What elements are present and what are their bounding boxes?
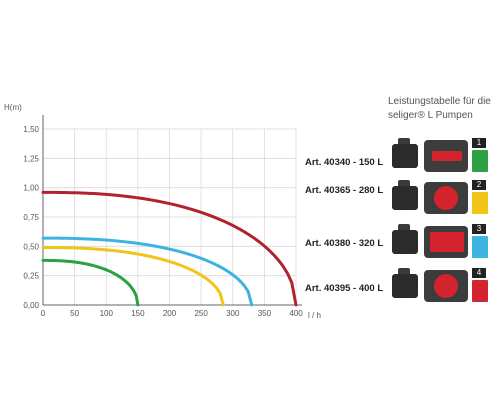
pump-icon (392, 144, 418, 168)
axes (42, 115, 302, 306)
x-tick-label: 150 (131, 309, 145, 318)
panel-title: Leistungstabelle für die seliger® L Pump… (388, 96, 491, 121)
pump-row-1: 1 (390, 138, 496, 174)
slider-icon (432, 151, 462, 161)
pump-icon (392, 186, 418, 210)
y-tick-label: 0,25 (23, 272, 39, 281)
grid (42, 128, 297, 306)
series-label-4: Art. 40395 - 400 L (305, 283, 384, 294)
pump-control-icon (424, 270, 468, 302)
y-tick-label: 1,50 (23, 125, 39, 134)
slider-icon (430, 232, 464, 252)
badge-1: 1 (472, 138, 486, 148)
tick-labels: 0 50 100 150 200 250 300 350 400 0,00 0,25 0,50 0,75… (23, 125, 303, 318)
y-tick-label: 0,50 (23, 242, 39, 251)
x-tick-label: 100 (100, 309, 114, 318)
rotary-knob-icon (434, 186, 458, 210)
badge-3: 3 (472, 224, 486, 234)
y-tick-label: 0,00 (23, 301, 39, 310)
pump-icon-top (398, 224, 410, 234)
series-label-2: Art. 40365 - 280 L (305, 185, 384, 196)
color-swatch-red (472, 280, 488, 302)
x-tick-label: 300 (226, 309, 240, 318)
x-tick-label: 250 (194, 309, 208, 318)
pump-icon-top (398, 268, 410, 278)
rotary-knob-icon (434, 274, 458, 298)
color-swatch-blue (472, 236, 488, 258)
pump-icon-top (398, 138, 410, 148)
badge-4: 4 (472, 268, 486, 278)
y-axis-label: H(m) (4, 103, 22, 112)
badge-2: 2 (472, 180, 486, 190)
curves (41, 190, 298, 307)
series-line-2 (41, 246, 225, 307)
color-swatch-green (472, 150, 488, 172)
series-line-4 (41, 190, 298, 307)
pump-row-3: 3 (390, 224, 496, 260)
series-line-1 (41, 258, 140, 307)
x-tick-label: 50 (70, 309, 79, 318)
pump-control-icon (424, 226, 468, 258)
x-tick-label: 350 (258, 309, 272, 318)
x-tick-label: 0 (41, 309, 46, 318)
series-line-3 (41, 236, 254, 307)
pump-icon (392, 274, 418, 298)
pump-icon-top (398, 180, 410, 190)
y-tick-label: 1,25 (23, 154, 39, 163)
pump-icon (392, 230, 418, 254)
pump-control-icon (424, 182, 468, 214)
series-label-3: Art. 40380 - 320 L (305, 238, 384, 249)
y-tick-label: 0,75 (23, 213, 39, 222)
x-tick-label: 400 (289, 309, 303, 318)
x-axis-label: l / h (308, 311, 321, 320)
series-label-1: Art. 40340 - 150 L (305, 157, 384, 168)
pump-control-icon (424, 140, 468, 172)
pump-row-4: 4 (390, 268, 496, 304)
y-tick-label: 1,00 (23, 184, 39, 193)
color-swatch-yellow (472, 192, 488, 214)
x-tick-label: 200 (163, 309, 177, 318)
pump-row-2: 2 (390, 180, 496, 216)
